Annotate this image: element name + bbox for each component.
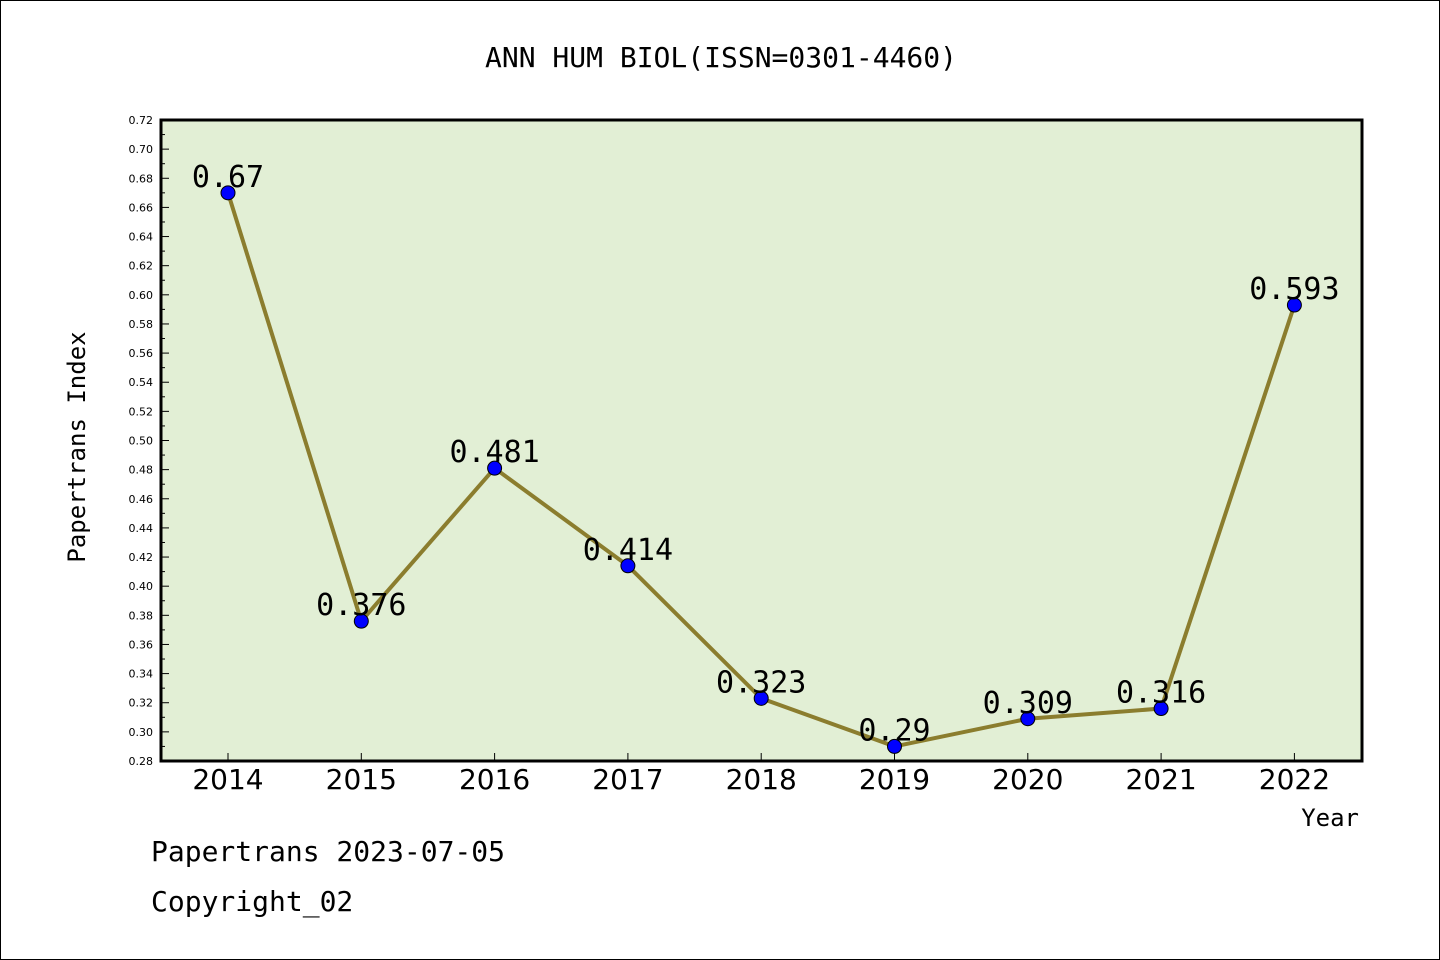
y-axis-label: Papertrans Index	[63, 331, 91, 562]
y-tick-label: 0.60	[129, 289, 154, 302]
y-tick-label: 0.38	[129, 609, 154, 622]
data-point	[220, 185, 236, 201]
y-tick-label: 0.56	[129, 347, 154, 360]
data-point	[353, 613, 369, 629]
data-point	[1020, 711, 1036, 727]
y-tick-label: 0.30	[129, 726, 154, 739]
y-tick-label: 0.36	[129, 638, 154, 651]
x-tick-label: 2020	[992, 763, 1063, 796]
data-point	[753, 690, 769, 706]
y-tick-label: 0.34	[129, 668, 154, 681]
x-axis-label: Year	[1301, 804, 1359, 832]
y-tick-label: 0.68	[129, 172, 154, 185]
data-label: 0.593	[1249, 272, 1339, 307]
data-point	[620, 558, 636, 574]
data-label: 0.481	[449, 435, 539, 470]
x-tick-label: 2021	[1125, 763, 1196, 796]
y-tick-label: 0.58	[129, 318, 154, 331]
y-tick-label: 0.62	[129, 260, 154, 273]
y-tick-label: 0.42	[129, 551, 154, 564]
y-tick-label: 0.50	[129, 435, 154, 448]
y-tick-label: 0.48	[129, 464, 154, 477]
y-axis: 0.28 0.30 0.32 0.34 0.36 0.38 0.40 0.42 0.44 0.46…	[129, 114, 169, 768]
data-point	[1286, 297, 1302, 313]
y-tick-label: 0.64	[129, 231, 154, 244]
y-tick-label: 0.52	[129, 405, 154, 418]
data-label: 0.323	[716, 665, 806, 700]
y-tick-label: 0.44	[129, 522, 154, 535]
data-label: 0.67	[192, 160, 264, 195]
data-point	[1153, 701, 1169, 717]
y-tick-label: 0.70	[129, 143, 154, 156]
data-label: 0.414	[583, 533, 673, 568]
y-tick-label: 0.54	[129, 376, 154, 389]
y-tick-label: 0.40	[129, 580, 154, 593]
x-tick-label: 2017	[592, 763, 663, 796]
data-label: 0.316	[1116, 676, 1206, 711]
x-tick-label: 2022	[1259, 763, 1330, 796]
data-point	[487, 460, 503, 476]
chart-title: ANN HUM BIOL(ISSN=0301-4460)	[485, 41, 957, 74]
data-label: 0.376	[316, 588, 406, 623]
x-tick-label: 2015	[326, 763, 397, 796]
y-tick-label: 0.28	[129, 755, 154, 768]
y-tick-label: 0.32	[129, 697, 154, 710]
data-label: 0.29	[858, 713, 930, 748]
x-axis: 2014 2015 2016 2017 2018 2019 2020 2021 2022	[192, 753, 1330, 796]
data-label: 0.309	[983, 686, 1073, 721]
markers-group	[220, 185, 1302, 754]
y-tick-label: 0.66	[129, 201, 154, 214]
data-labels-group: 0.67 0.376 0.481 0.414 0.323 0.29 0.309 0.316 0.…	[192, 160, 1340, 749]
plot-area	[159, 118, 1364, 763]
x-tick-label: 2018	[726, 763, 797, 796]
data-point	[887, 738, 902, 754]
y-tick-label: 0.46	[129, 493, 154, 506]
x-tick-label: 2014	[192, 763, 263, 796]
y-tick-label: 0.72	[129, 114, 154, 127]
footer-copyright: Copyright_02	[151, 885, 354, 918]
x-tick-label: 2019	[859, 763, 930, 796]
footer-date: Papertrans 2023-07-05	[151, 835, 506, 868]
x-tick-label: 2016	[459, 763, 530, 796]
